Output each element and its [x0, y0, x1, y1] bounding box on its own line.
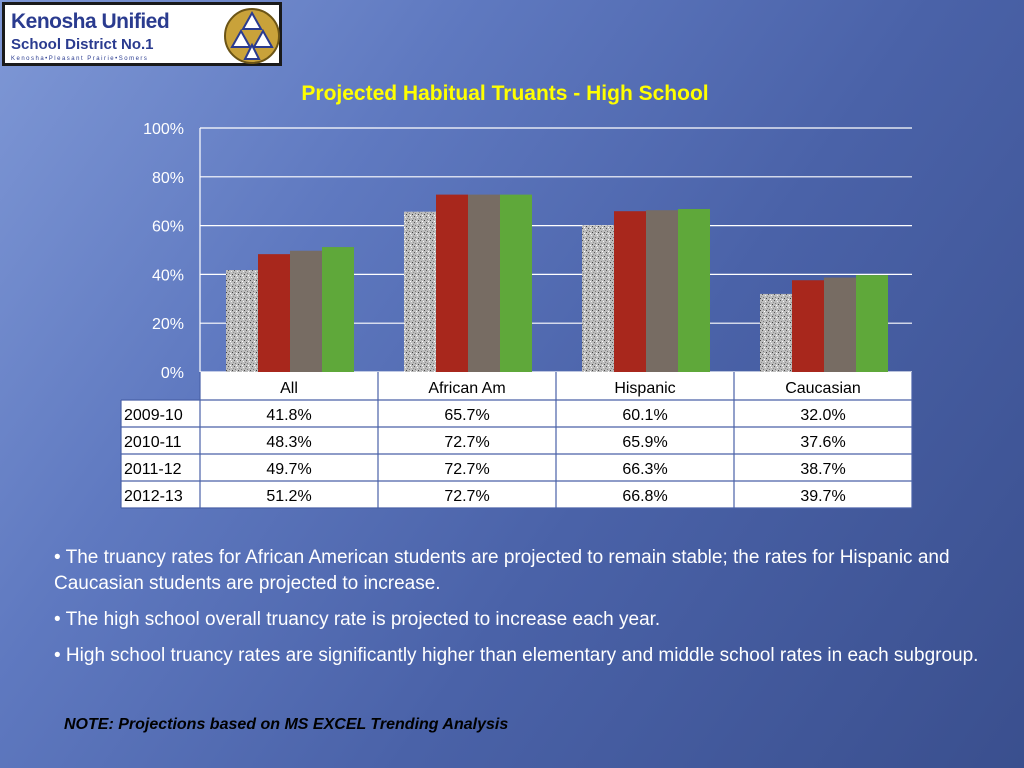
data-label: 60.1%: [622, 407, 667, 424]
bar-2011-12-all: [290, 250, 322, 372]
bar-2011-12-caucasian: [824, 277, 856, 372]
bar-2010-11-all: [258, 254, 290, 372]
data-label: 72.7%: [444, 434, 489, 451]
data-label: 65.7%: [444, 407, 489, 424]
logo-line-3: Kenosha•Pleasant Prairie•Somers: [11, 56, 149, 62]
district-logo: Kenosha Unified School District No.1 Ken…: [2, 2, 282, 66]
data-label: 65.9%: [622, 434, 667, 451]
y-tick-label: 40%: [152, 267, 184, 284]
data-label: 72.7%: [444, 461, 489, 478]
series-label: 2012-13: [124, 488, 183, 505]
bar-2009-10-african-am: [404, 211, 436, 372]
district-emblem-icon: [224, 8, 280, 64]
bar-2012-13-hispanic: [678, 209, 710, 372]
category-label: African Am: [428, 380, 505, 397]
y-tick-label: 20%: [152, 316, 184, 333]
category-label: All: [280, 380, 298, 397]
series-label: 2009-10: [124, 407, 183, 424]
y-tick-label: 60%: [152, 219, 184, 236]
data-label: 51.2%: [266, 488, 311, 505]
footnote: NOTE: Projections based on MS EXCEL Tren…: [64, 716, 509, 733]
bar-2009-10-caucasian: [760, 293, 792, 372]
data-label: 66.3%: [622, 461, 667, 478]
bar-2011-12-african-am: [468, 194, 500, 372]
series-label: 2011-12: [124, 461, 182, 478]
bar-2010-11-caucasian: [792, 280, 824, 372]
y-tick-label: 80%: [152, 170, 184, 187]
bullet-1: • The truancy rates for African American…: [54, 547, 950, 594]
data-label: 49.7%: [266, 461, 311, 478]
bar-chart: 0% 20% 40% 60% 80% 100% All African Am Hispanic…: [120, 121, 913, 509]
bar-2012-13-all: [322, 247, 354, 372]
bullet-list: • The truancy rates for African American…: [54, 545, 984, 679]
bars: [226, 194, 888, 372]
bar-2010-11-african-am: [436, 194, 468, 372]
bar-2012-13-african-am: [500, 194, 532, 372]
data-label: 48.3%: [266, 434, 311, 451]
data-table: All African Am Hispanic Caucasian 2009-10 41.…: [120, 372, 913, 509]
category-label: Hispanic: [614, 380, 675, 397]
bar-2011-12-hispanic: [646, 210, 678, 372]
data-label: 41.8%: [266, 407, 311, 424]
data-label: 66.8%: [622, 488, 667, 505]
bullet-3: • High school truancy rates are signific…: [54, 645, 979, 666]
y-tick-label: 0%: [161, 365, 184, 382]
bar-2012-13-caucasian: [856, 275, 888, 372]
data-label: 37.6%: [800, 434, 845, 451]
y-tick-label: 100%: [143, 121, 184, 138]
bar-2009-10-all: [226, 270, 258, 372]
data-label: 32.0%: [800, 407, 845, 424]
chart-title: Projected Habitual Truants - High School: [301, 82, 709, 105]
bar-2009-10-hispanic: [582, 225, 614, 372]
y-axis-ticks: 0% 20% 40% 60% 80% 100%: [143, 121, 184, 382]
logo-line-2: School District No.1: [11, 36, 154, 53]
bar-2010-11-hispanic: [614, 211, 646, 372]
logo-line-1: Kenosha Unified: [11, 10, 170, 33]
series-label: 2010-11: [124, 434, 182, 451]
data-label: 72.7%: [444, 488, 489, 505]
bullet-2: • The high school overall truancy rate i…: [54, 609, 661, 630]
data-label: 38.7%: [800, 461, 845, 478]
data-label: 39.7%: [800, 488, 845, 505]
category-label: Caucasian: [785, 380, 861, 397]
